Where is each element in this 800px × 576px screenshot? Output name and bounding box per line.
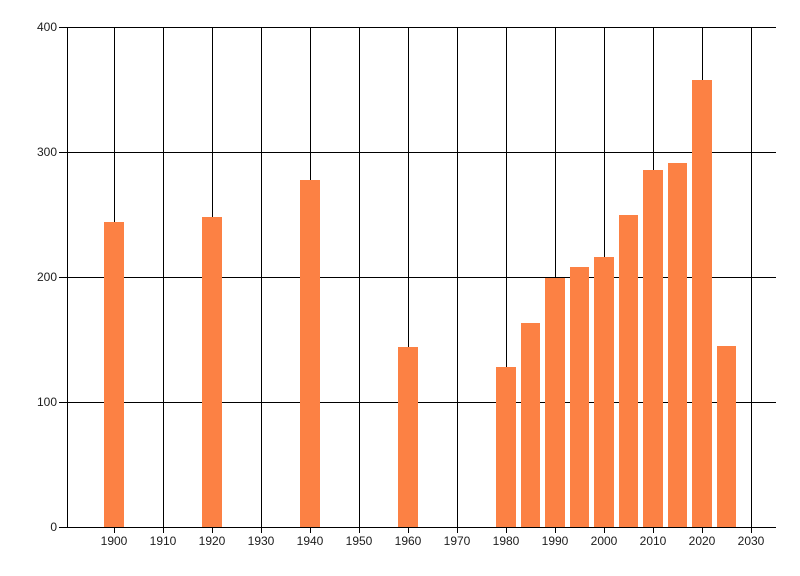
grid-line-vertical bbox=[359, 27, 360, 527]
grid-line-horizontal bbox=[67, 402, 776, 403]
bar-1980 bbox=[496, 367, 516, 527]
x-axis-tick bbox=[702, 527, 703, 533]
x-axis-tick bbox=[261, 527, 262, 533]
x-axis-tick bbox=[751, 527, 752, 533]
x-axis-tick bbox=[408, 527, 409, 533]
bar-1960 bbox=[398, 347, 418, 527]
bar-1990 bbox=[545, 278, 565, 528]
y-axis-tick bbox=[59, 27, 67, 28]
x-tick-label: 1950 bbox=[345, 534, 373, 548]
bar-2005 bbox=[618, 214, 639, 527]
y-tick-label: 200 bbox=[36, 270, 57, 284]
grid-line-vertical bbox=[261, 27, 262, 527]
x-tick-label: 1920 bbox=[198, 534, 226, 548]
x-tick-label: 2030 bbox=[737, 534, 765, 548]
grid-line-vertical bbox=[408, 27, 409, 527]
x-axis-tick bbox=[114, 527, 115, 533]
x-tick-label: 1980 bbox=[492, 534, 520, 548]
x-tick-label: 1970 bbox=[443, 534, 471, 548]
bar-1995 bbox=[569, 267, 590, 527]
grid-line-horizontal bbox=[67, 277, 776, 278]
x-tick-label: 1990 bbox=[541, 534, 569, 548]
grid-line-vertical bbox=[163, 27, 164, 527]
y-tick-label: 300 bbox=[36, 145, 57, 159]
y-axis-tick bbox=[59, 527, 67, 528]
bar-1920 bbox=[202, 217, 222, 527]
x-axis-tick bbox=[359, 527, 360, 533]
x-tick-label: 2000 bbox=[590, 534, 618, 548]
x-axis-tick bbox=[555, 527, 556, 533]
x-tick-label: 2010 bbox=[639, 534, 667, 548]
x-axis-tick bbox=[604, 527, 605, 533]
grid-line-horizontal bbox=[67, 27, 776, 28]
grid-line-vertical bbox=[457, 27, 458, 527]
x-tick-label: 1910 bbox=[149, 534, 177, 548]
x-tick-label: 1900 bbox=[100, 534, 128, 548]
x-axis-line bbox=[67, 527, 776, 528]
y-axis-line bbox=[67, 27, 68, 528]
grid-line-horizontal bbox=[67, 152, 776, 153]
grid-line-vertical bbox=[506, 27, 507, 527]
bar-1900 bbox=[104, 222, 124, 527]
y-axis-tick bbox=[59, 277, 67, 278]
x-axis-tick bbox=[163, 527, 164, 533]
grid-line-vertical bbox=[555, 27, 556, 527]
x-axis-tick bbox=[212, 527, 213, 533]
bar-2010 bbox=[643, 169, 663, 527]
x-axis-tick bbox=[310, 527, 311, 533]
grid-line-vertical bbox=[751, 27, 752, 527]
x-tick-label: 2020 bbox=[688, 534, 716, 548]
bar-2000 bbox=[594, 257, 614, 527]
x-axis-tick bbox=[506, 527, 507, 533]
bar-1940 bbox=[300, 179, 320, 527]
y-axis-tick bbox=[59, 402, 67, 403]
x-axis-tick bbox=[457, 527, 458, 533]
bar-2025 bbox=[716, 345, 737, 528]
x-tick-label: 1930 bbox=[247, 534, 275, 548]
y-axis-tick bbox=[59, 152, 67, 153]
bar-2020 bbox=[692, 79, 712, 527]
y-tick-label: 0 bbox=[50, 520, 57, 534]
bar-1985 bbox=[520, 323, 541, 528]
x-tick-label: 1940 bbox=[296, 534, 324, 548]
x-tick-label: 1960 bbox=[394, 534, 422, 548]
y-tick-label: 100 bbox=[36, 395, 57, 409]
x-axis-tick bbox=[653, 527, 654, 533]
y-tick-label: 400 bbox=[36, 20, 57, 34]
bar-2015 bbox=[667, 163, 688, 528]
